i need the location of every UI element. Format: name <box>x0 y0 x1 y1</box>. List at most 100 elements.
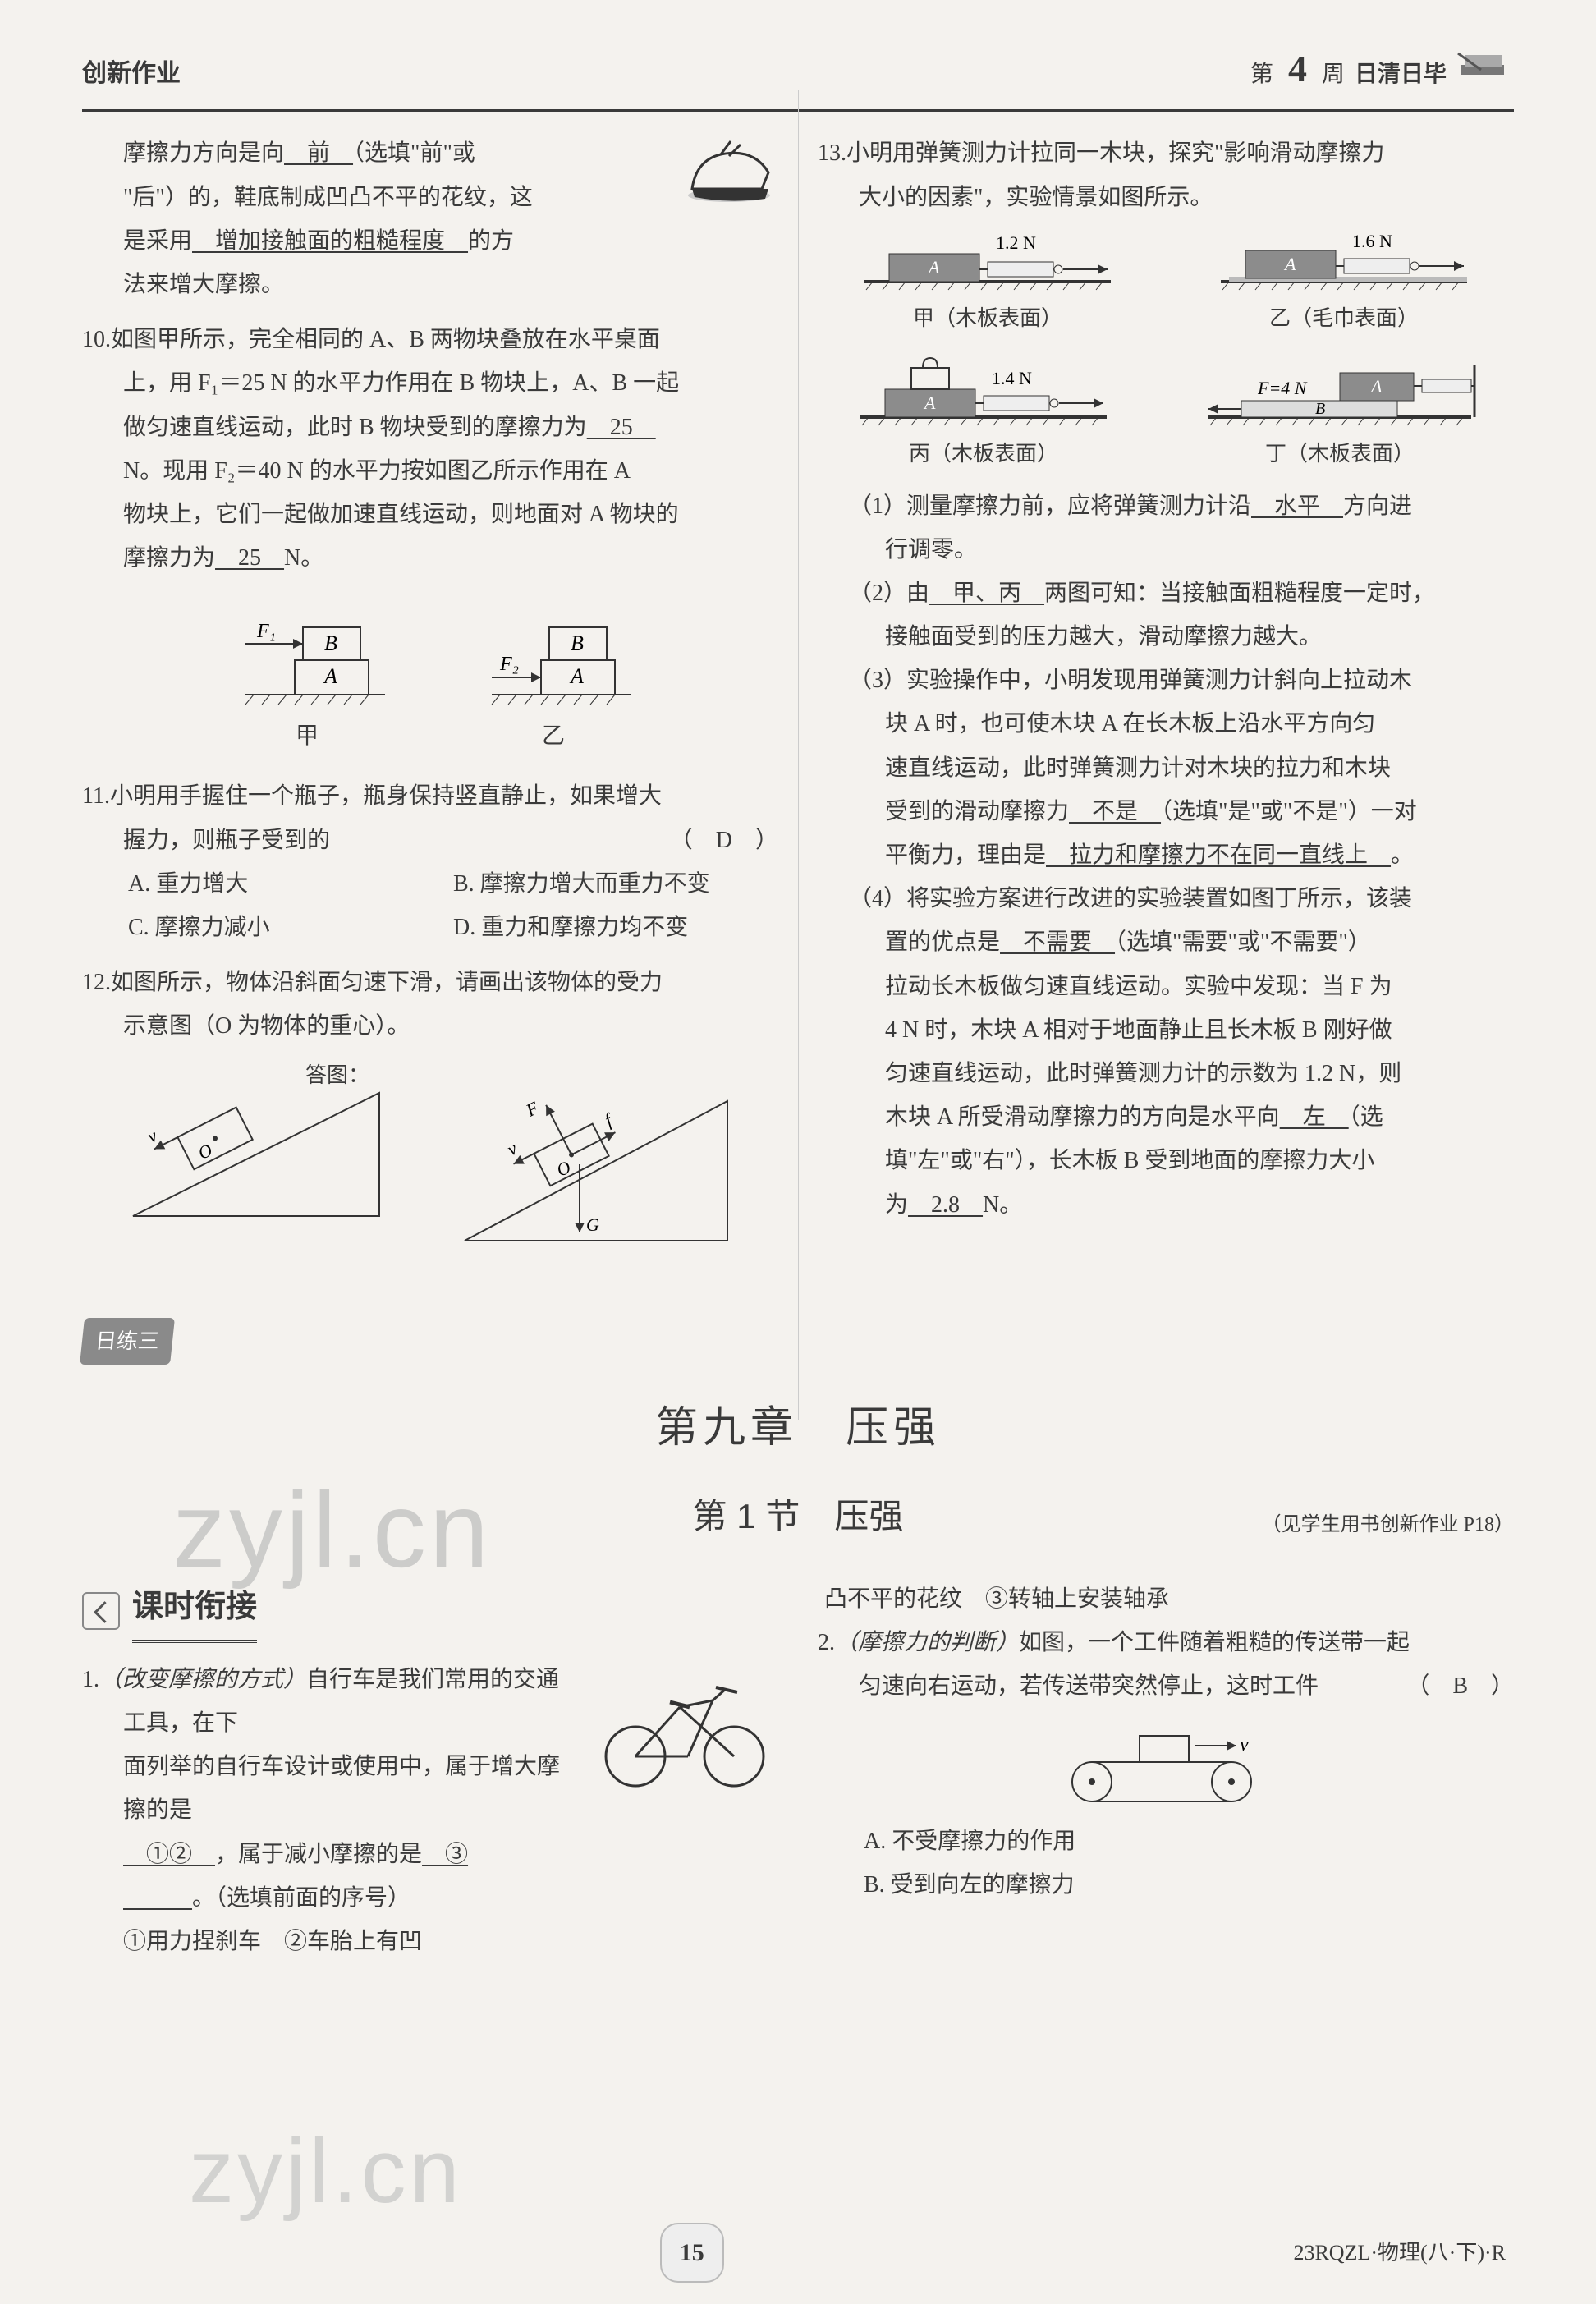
svg-text:A: A <box>927 257 940 278</box>
bicycle-icon <box>589 1658 778 1789</box>
q13-p2b: 两图可知：当接触面粗糙程度一定时， <box>1044 581 1435 606</box>
left-column: 摩擦力方向是向 前 （选填"前"或 "后"）的，鞋底制成凹凸不平的花纹，这 是采… <box>82 131 778 1268</box>
q11-answer: （ D ） <box>711 819 778 862</box>
q12: 12.如图所示，物体沿斜面匀速下滑，请画出该物体的受力 示意图（O 为物体的重心… <box>82 961 778 1256</box>
section-note: （见学生用书创新作业 P18） <box>1262 1507 1514 1544</box>
q9-t1: 摩擦力方向是向 <box>123 140 284 166</box>
b1-blank1: ①② <box>123 1842 215 1867</box>
svg-text:A: A <box>1369 376 1383 397</box>
q13-diag-ding: B A F=4 N 丁（木板表面） <box>1192 348 1488 474</box>
q13-p2-blank: 甲、丙 <box>929 581 1044 606</box>
b1-l3: ，属于减小摩擦的是 <box>215 1842 422 1867</box>
q13-p2: （2）由 甲、丙 两图可知：当接触面粗糙程度一定时， 接触面受到的压力越大，滑动… <box>818 571 1514 659</box>
svg-text:1.4 N: 1.4 N <box>992 368 1032 388</box>
q13-diag-yi: A 1.6 N 乙（毛巾表面） <box>1204 229 1484 338</box>
q13-p1-blank: 水平 <box>1251 493 1343 519</box>
svg-text:B: B <box>571 631 584 655</box>
q12-diagrams: 答图： O v <box>82 1060 778 1257</box>
svg-text:F₁: F₁ <box>256 621 276 642</box>
book-icon <box>1456 48 1514 81</box>
q13-cap-bing: 丙（木板表面） <box>844 434 1123 474</box>
bottom-columns: 课时衔接 1.（改变摩擦的方式）自行车是我们常用的交通工具，在下 <box>82 1577 1514 1976</box>
q10-diagrams: F₁ B A 甲 F₂ B <box>82 596 778 758</box>
right-column: 13.小明用弹簧测力计拉同一木块，探究"影响滑动摩擦力 大小的因素"，实验情景如… <box>818 131 1514 1268</box>
q11-num: 11. <box>82 783 110 809</box>
svg-text:B: B <box>1315 400 1325 418</box>
page-number: 15 <box>660 2223 724 2283</box>
q13-diag-row2: A 1.4 N 丙（木板表面） <box>818 348 1514 474</box>
q11-row2: C. 摩擦力减小 D. 重力和摩擦力均不变 <box>82 906 778 949</box>
b1-tag: （改变摩擦的方式） <box>99 1667 306 1692</box>
q9-t5: 的方 <box>468 228 514 254</box>
q13-p1a: （1）测量摩擦力前，应将弹簧测力计沿 <box>849 493 1251 519</box>
q13-p4f: 匀速直线运动，此时弹簧测力计的示数为 1.2 N，则 <box>885 1061 1401 1086</box>
q13-p4e: 4 N 时，木块 A 相对于地面静止且长木板 B 刚好做 <box>885 1017 1392 1043</box>
q13-p4-blank2: 左 <box>1280 1104 1349 1130</box>
q13-p4k: N。 <box>983 1192 1022 1218</box>
b2-l1: 如图，一个工件随着粗糙的传送带一起 <box>1019 1630 1410 1655</box>
q9-t3: "后"）的，鞋底制成凹凸不平的花纹，这 <box>123 185 533 210</box>
svg-text:1.2 N: 1.2 N <box>996 232 1036 253</box>
q13-p4b: 置的优点是 <box>885 929 1000 955</box>
q10-blank2: 25 <box>215 545 284 571</box>
q12-stem2: 示意图（O 为物体的重心）。 <box>123 1013 410 1039</box>
bottom-left: 课时衔接 1.（改变摩擦的方式）自行车是我们常用的交通工具，在下 <box>82 1577 778 1976</box>
svg-text:O: O <box>553 1156 575 1181</box>
q10-l6: 摩擦力为 <box>123 545 215 571</box>
q13-diag-bing: A 1.4 N 丙（木板表面） <box>844 348 1123 474</box>
svg-text:1.6 N: 1.6 N <box>1352 231 1392 251</box>
svg-text:B: B <box>324 631 337 655</box>
q13-p3d: 受到的滑动摩擦力 <box>885 799 1069 824</box>
b2-A: A. 不受摩擦力的作用 <box>818 1820 1514 1863</box>
q13-p4j: 为 <box>885 1192 908 1218</box>
shoe-icon <box>680 131 778 205</box>
b1-l4: 。（选填前面的序号） <box>192 1885 410 1911</box>
q12-anslabel: 答图： <box>305 1055 369 1095</box>
header-title: 创新作业 <box>82 50 181 97</box>
q13-cap-yi: 乙（毛巾表面） <box>1204 298 1484 338</box>
svg-text:F₂: F₂ <box>499 654 519 675</box>
q10-diagram-jia: F₁ B A 甲 <box>213 596 401 758</box>
q13-p3f: 平衡力，理由是 <box>885 842 1046 868</box>
q10-cap1: 甲 <box>213 714 401 758</box>
q11: 11.小明用手握住一个瓶子，瓶身保持竖直静止，如果增大 握力，则瓶子受到的 （ … <box>82 774 778 949</box>
section-title: 第 1 节 压强 <box>693 1497 904 1535</box>
b2-B: B. 受到向左的摩擦力 <box>818 1863 1514 1907</box>
svg-text:F=4 N: F=4 N <box>1257 378 1308 398</box>
q13-p3a: （3）实验操作中，小明发现用弹簧测力计斜向上拉动木 <box>849 668 1412 693</box>
q10-l4: N。现用 F₂＝40 N 的水平力按如图乙所示作用在 A <box>123 458 631 484</box>
q13: 13.小明用弹簧测力计拉同一木块，探究"影响滑动摩擦力 大小的因素"，实验情景如… <box>818 131 1514 1226</box>
q10: 10.如图甲所示，完全相同的 A、B 两物块叠放在水平桌面 上，用 F₁＝25 … <box>82 318 778 758</box>
q11-C: C. 摩擦力减小 <box>128 906 453 949</box>
q12-num: 12. <box>82 970 111 995</box>
b1-l2: 面列举的自行车设计或使用中，属于增大摩擦的是 <box>123 1754 560 1823</box>
q12-stem: 如图所示，物体沿斜面匀速下滑，请画出该物体的受力 <box>111 970 663 995</box>
q9-t6: 法来增大摩擦。 <box>123 272 284 297</box>
q13-p4-blank3: 2.8 <box>908 1192 983 1218</box>
b2-l2: 匀速向右运动，若传送带突然停止，这时工件 <box>859 1673 1319 1699</box>
q13-p4a: （4）将实验方案进行改进的实验装置如图丁所示，该装 <box>849 886 1412 911</box>
q10-l1: 如图甲所示，完全相同的 A、B 两物块叠放在水平桌面 <box>111 327 660 352</box>
q13-cap-ding: 丁（木板表面） <box>1192 434 1488 474</box>
q13-p4c: （选填"需要"或"不需要"） <box>1115 929 1371 955</box>
q11-B: B. 摩擦力增大而重力不变 <box>453 862 778 906</box>
q13-s1: 小明用弹簧测力计拉同一木块，探究"影响滑动摩擦力 <box>846 140 1384 166</box>
q13-p1: （1）测量摩擦力前，应将弹簧测力计沿 水平 方向进 行调零。 <box>818 484 1514 571</box>
q13-p1c: 行调零。 <box>885 537 977 562</box>
q11-row1: A. 重力增大 B. 摩擦力增大而重力不变 <box>82 862 778 906</box>
q10-cap2: 乙 <box>459 714 648 758</box>
b2-answer: （ B ） <box>1447 1664 1514 1708</box>
q13-p2a: （2）由 <box>849 581 929 606</box>
q10-num: 10. <box>82 327 111 352</box>
footer-code: 23RQZL·物理(八·下)·R <box>1293 2233 1506 2273</box>
q10-l2: 上，用 F₁＝25 N 的水平力作用在 B 物块上，A、B 一起 <box>123 370 679 396</box>
q9-t4: 是采用 <box>123 228 192 254</box>
svg-text:f: f <box>601 1108 617 1130</box>
b1-num: 1. <box>82 1667 99 1692</box>
svg-text:A: A <box>1283 254 1296 274</box>
b2: 2.（摩擦力的判断）如图，一个工件随着粗糙的传送带一起 匀速向右运动，若传送带突… <box>818 1621 1514 1907</box>
q13-p3e: （选填"是"或"不是"）一对 <box>1161 799 1417 824</box>
svg-text:A: A <box>923 392 936 413</box>
page-footer: 15 23RQZL·物理(八·下)·R <box>0 2223 1596 2283</box>
b2-num: 2. <box>818 1630 835 1655</box>
